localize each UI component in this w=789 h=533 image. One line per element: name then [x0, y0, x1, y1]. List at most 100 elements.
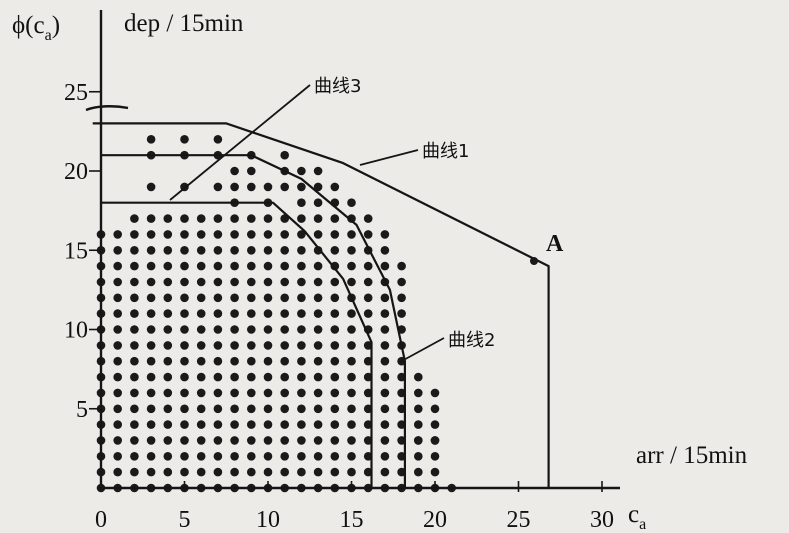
data-dot-316 [363, 467, 373, 477]
data-dot-207 [263, 261, 273, 271]
data-dot-223 [280, 325, 290, 334]
data-dot-67 [146, 246, 156, 255]
data-dot-161 [230, 325, 239, 334]
data-dot-205 [263, 293, 273, 303]
data-dot-146 [213, 230, 223, 239]
data-dot-218 [280, 404, 290, 414]
data-dot-277 [330, 467, 340, 477]
data-dot-210 [263, 214, 273, 223]
data-dot-58 [146, 388, 156, 398]
data-dot-253 [297, 182, 306, 192]
curve3-leader [169, 84, 311, 201]
curve2-leader [399, 337, 445, 363]
data-dot-102 [180, 309, 189, 318]
curve-1-line [92, 122, 550, 488]
data-dot-270 [313, 246, 323, 255]
data-dot-111 [180, 135, 189, 144]
data-dot-240 [297, 388, 306, 398]
data-dot-95 [180, 420, 189, 429]
data-dot-133 [213, 436, 223, 445]
data-dot-237 [297, 436, 306, 445]
x-axis-unit: arr / 15min [636, 442, 748, 469]
data-dot-238 [297, 420, 306, 429]
data-dot-290 [330, 261, 340, 271]
data-dot-117 [196, 404, 206, 414]
data-dot-105 [180, 261, 189, 271]
data-dot-48 [130, 261, 139, 271]
data-dot-124 [196, 293, 206, 303]
data-dot-326 [363, 309, 373, 318]
data-dot-291 [330, 246, 340, 255]
y-tick-label-5: 5 [76, 397, 88, 423]
data-dot-200 [263, 372, 273, 382]
data-dot-136 [213, 388, 223, 398]
data-dot-220 [280, 372, 290, 382]
data-dot-65 [146, 277, 156, 287]
data-dot-33 [113, 230, 122, 239]
data-dot-138 [213, 356, 223, 366]
curves-layer [92, 122, 550, 488]
data-dot-235 [297, 467, 306, 477]
data-dot-159 [230, 356, 239, 366]
curve1-leader [359, 149, 419, 166]
data-dot-139 [213, 341, 223, 350]
data-dot-31 [113, 261, 122, 271]
data-dot-156 [230, 404, 239, 414]
data-dot-173 [247, 467, 256, 477]
data-dot-332 [363, 214, 373, 223]
data-dot-204 [263, 309, 273, 318]
data-dot-280 [330, 420, 340, 429]
data-dot-261 [313, 388, 323, 398]
data-dot-344 [380, 309, 390, 318]
data-dot-137 [213, 372, 223, 382]
data-dot-170 [230, 182, 239, 192]
data-dot-97 [180, 388, 189, 398]
data-dot-219 [280, 388, 290, 398]
data-dot-313 [347, 214, 356, 223]
data-dot-24 [113, 372, 122, 382]
data-dot-225 [280, 293, 290, 303]
data-dot-252 [297, 198, 306, 207]
data-dot-47 [130, 277, 139, 287]
data-dot-287 [330, 309, 340, 318]
data-dot-180 [247, 356, 256, 366]
data-dot-72 [146, 135, 156, 144]
data-dot-283 [330, 372, 340, 382]
data-dot-93 [180, 452, 189, 461]
x-axis-title-main: c [628, 501, 639, 528]
data-dot-96 [180, 404, 189, 414]
x-tick-label-5: 5 [179, 507, 191, 533]
data-dot-233 [280, 150, 290, 160]
data-dot-298 [347, 452, 356, 461]
data-dot-228 [280, 246, 290, 255]
curve-2-line [101, 154, 406, 488]
data-dot-208 [263, 246, 273, 255]
data-dot-188 [247, 230, 256, 239]
data-dot-66 [146, 261, 156, 271]
data-dot-46 [130, 293, 139, 303]
data-dot-90 [163, 214, 173, 223]
y-axis-handmark [85, 105, 129, 112]
y-axis-title-suffix: ) [52, 12, 60, 39]
data-dot-182 [247, 325, 256, 334]
data-dot-245 [297, 309, 306, 318]
data-dot-241 [297, 372, 306, 382]
data-dot-362 [397, 293, 406, 303]
data-dot-300 [347, 420, 356, 429]
data-dot-85 [163, 293, 173, 303]
data-dot-262 [313, 372, 323, 382]
data-dot-153 [230, 452, 239, 461]
data-dot-364 [397, 261, 406, 271]
data-dot-349 [380, 230, 390, 239]
data-dot-166 [230, 246, 239, 255]
data-dot-164 [230, 277, 239, 287]
data-dot-83 [163, 325, 173, 334]
data-dot-36 [130, 452, 139, 461]
data-dot-103 [180, 293, 189, 303]
y-axis-title-main: ϕ(c [12, 12, 45, 39]
data-dot-323 [363, 356, 373, 366]
data-dot-131 [213, 467, 223, 477]
data-dot-113 [196, 467, 206, 477]
data-dot-86 [163, 277, 173, 287]
data-dot-20 [113, 436, 122, 445]
